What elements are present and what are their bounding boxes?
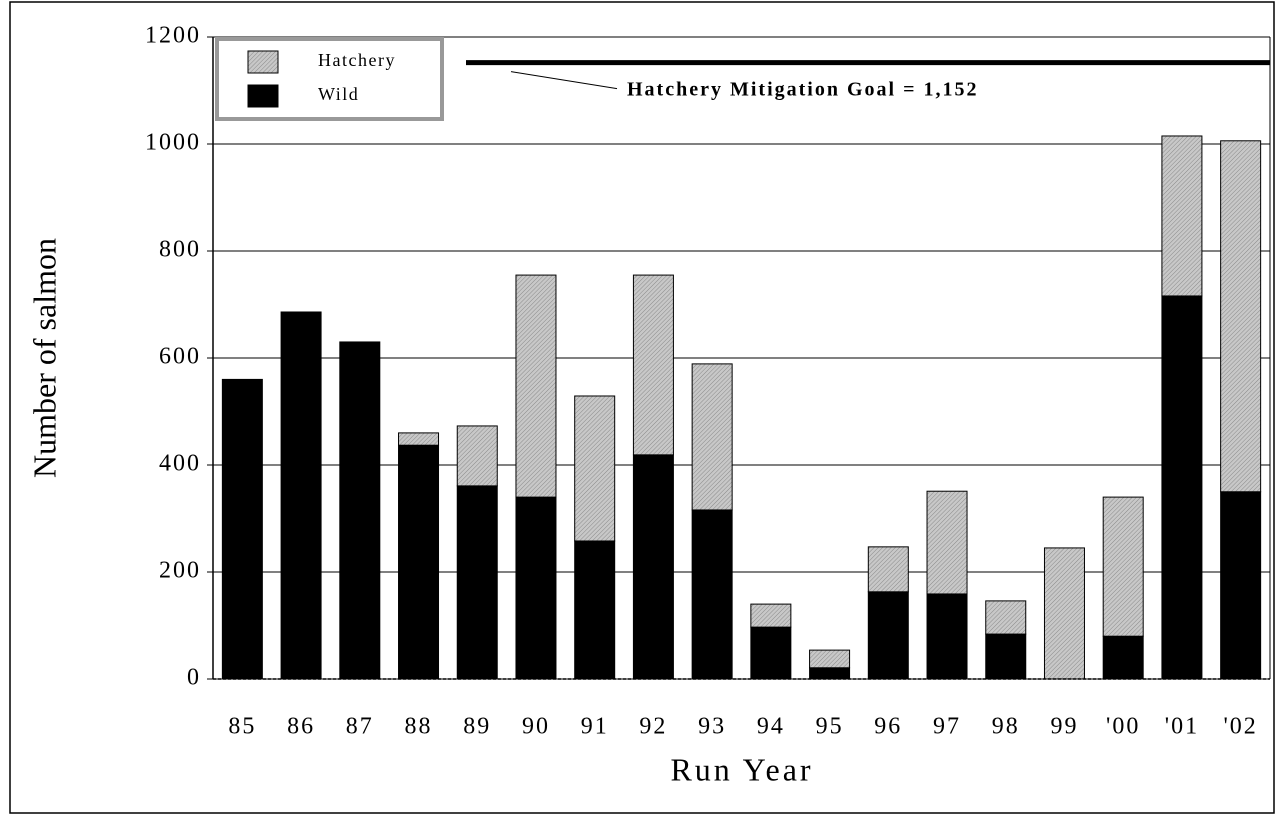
y-tick-label: 800 [159, 237, 201, 263]
bar-segment [1220, 491, 1262, 680]
y-tick-label: 200 [159, 558, 201, 584]
y-axis-label: Number of salmon [26, 238, 62, 478]
bar-segment [691, 509, 733, 680]
x-tick-label: 90 [522, 714, 550, 740]
bar-segment [1102, 635, 1144, 680]
frame [9, 1, 1275, 814]
x-tick-label: '02 [1223, 714, 1257, 740]
legend-swatch [247, 50, 279, 74]
bar-segment [809, 649, 851, 669]
legend-swatch [247, 84, 279, 108]
bar-segment [574, 540, 616, 680]
x-tick-label: 95 [816, 714, 844, 740]
legend-label: Hatchery [318, 50, 396, 70]
bar-segment [926, 490, 968, 595]
x-tick-label: 97 [933, 714, 961, 740]
x-tick-label: 91 [581, 714, 609, 740]
x-tick-label: '00 [1106, 714, 1140, 740]
x-tick-label: 86 [287, 714, 315, 740]
bar-segment [867, 546, 909, 593]
y-tick-label: 0 [187, 665, 201, 691]
x-tick-label: 85 [228, 714, 256, 740]
x-tick-label: 92 [639, 714, 667, 740]
y-tick-label: 600 [159, 344, 201, 370]
bar-segment [515, 274, 557, 498]
bar-segment [221, 378, 263, 680]
bar-segment [632, 274, 674, 456]
bar-segment [398, 444, 440, 680]
bar-segment [1220, 140, 1262, 493]
bar-segment [867, 591, 909, 680]
bar-segment [632, 454, 674, 680]
bar-segment [926, 593, 968, 680]
bar-segment [1161, 295, 1203, 680]
bar-segment [280, 311, 322, 680]
x-tick-label: 87 [346, 714, 374, 740]
bar-segment [456, 425, 498, 487]
x-tick-label: 88 [405, 714, 433, 740]
bar-segment [515, 496, 557, 680]
bar-segment [574, 395, 616, 542]
legend-box [215, 37, 444, 121]
x-tick-label: 98 [992, 714, 1020, 740]
x-tick-label: 96 [874, 714, 902, 740]
y-tick-label: 1200 [145, 23, 201, 49]
bar-segment [985, 633, 1027, 680]
bar-segment [750, 603, 792, 628]
bar-segment [1043, 547, 1085, 680]
x-tick-label: 93 [698, 714, 726, 740]
x-tick-label: 89 [463, 714, 491, 740]
bar-segment [339, 341, 381, 680]
bar-segment [1102, 496, 1144, 637]
legend-label: Wild [318, 84, 359, 104]
bar-segment [809, 667, 851, 680]
y-tick-label: 1000 [145, 130, 201, 156]
x-tick-label: '01 [1165, 714, 1199, 740]
goal-leader [510, 71, 618, 90]
x-tick-label: 99 [1050, 714, 1078, 740]
bar-segment [691, 363, 733, 511]
bar-segment [1161, 135, 1203, 297]
bar-segment [985, 600, 1027, 635]
goal-label: Hatchery Mitigation Goal = 1,152 [627, 78, 978, 100]
bar-segment [456, 485, 498, 680]
x-tick-label: 94 [757, 714, 785, 740]
bar-segment [750, 626, 792, 680]
y-tick-label: 400 [159, 451, 201, 477]
bar-segment [398, 432, 440, 446]
x-axis-label: Run Year [670, 751, 813, 787]
